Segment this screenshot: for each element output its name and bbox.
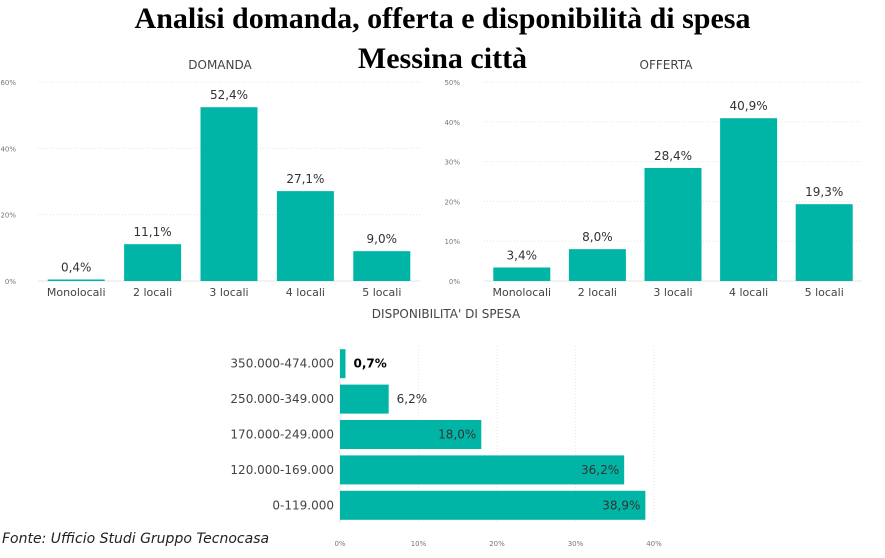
category-label: 0-119.000 <box>272 498 334 512</box>
bar <box>47 279 105 281</box>
y-tick-label: 0% <box>449 278 460 286</box>
bar <box>340 490 646 520</box>
category-label: 120.000-169.000 <box>230 463 334 477</box>
bar <box>353 251 411 281</box>
y-tick-label: 10% <box>444 238 460 246</box>
category-label: Monolocali <box>47 286 106 299</box>
offerta-chart-title: OFFERTA <box>640 58 694 72</box>
y-tick-label: 30% <box>444 159 460 167</box>
bar <box>568 249 626 281</box>
data-label: 52,4% <box>210 88 248 102</box>
data-label: 36,2% <box>581 463 619 477</box>
bar <box>200 107 258 281</box>
page-title: Analisi domanda, offerta e disponibilità… <box>134 2 751 35</box>
bar <box>795 204 853 281</box>
spesa-chart-title: DISPONIBILITA' DI SPESA <box>372 307 521 321</box>
data-label: 0,7% <box>353 357 386 371</box>
data-label: 3,4% <box>507 248 538 262</box>
page-subtitle: Messina città <box>357 42 528 75</box>
data-label: 8,0% <box>582 230 613 244</box>
data-label: 19,3% <box>805 185 843 199</box>
data-label: 0,4% <box>61 261 92 275</box>
category-label: Monolocali <box>492 286 551 299</box>
bar <box>644 167 702 281</box>
category-label: 5 locali <box>362 286 401 299</box>
y-tick-label: 50% <box>444 79 460 87</box>
x-tick-label: 20% <box>489 540 505 548</box>
domanda-chart-title: DOMANDA <box>188 58 252 72</box>
category-label: 2 locali <box>133 286 172 299</box>
bar <box>493 267 551 281</box>
category-label: 250.000-349.000 <box>230 392 334 406</box>
x-tick-label: 40% <box>646 540 662 548</box>
data-label: 6,2% <box>397 392 428 406</box>
bar <box>124 244 182 281</box>
bar <box>340 384 389 414</box>
data-label: 11,1% <box>134 225 172 239</box>
x-tick-label: 10% <box>411 540 427 548</box>
y-tick-label: 40% <box>0 145 16 153</box>
category-label: 3 locali <box>653 286 692 299</box>
category-label: 5 locali <box>805 286 844 299</box>
data-label: 40,9% <box>730 99 768 113</box>
bar <box>340 349 346 379</box>
data-label: 28,4% <box>654 149 692 163</box>
bar <box>720 118 778 281</box>
category-label: 2 locali <box>578 286 617 299</box>
bar <box>276 191 334 281</box>
data-label: 27,1% <box>286 172 324 186</box>
x-tick-label: 0% <box>334 540 345 548</box>
category-label: 170.000-249.000 <box>230 428 334 442</box>
data-label: 18,0% <box>438 428 476 442</box>
category-label: 3 locali <box>209 286 248 299</box>
source-note: Fonte: Ufficio Studi Gruppo Tecnocasa <box>2 531 270 547</box>
data-label: 38,9% <box>602 498 640 512</box>
y-tick-label: 20% <box>0 212 16 220</box>
bar <box>340 420 482 449</box>
category-label: 350.000-474.000 <box>230 357 334 371</box>
y-tick-label: 60% <box>0 79 16 87</box>
category-label: 4 locali <box>729 286 768 299</box>
category-label: 4 locali <box>286 286 325 299</box>
y-tick-label: 40% <box>444 119 460 127</box>
y-tick-label: 20% <box>444 198 460 206</box>
data-label: 9,0% <box>367 232 398 246</box>
y-tick-label: 0% <box>5 278 16 286</box>
bar <box>340 455 625 485</box>
x-tick-label: 30% <box>568 540 584 548</box>
